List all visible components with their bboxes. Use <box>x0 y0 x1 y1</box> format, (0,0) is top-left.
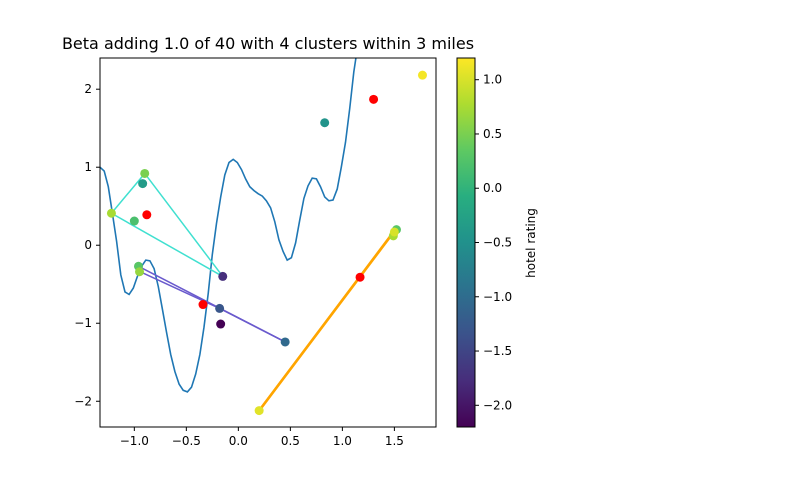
chart-title: Beta adding 1.0 of 40 with 4 clusters wi… <box>62 34 474 53</box>
data-point <box>140 168 150 178</box>
cluster-2-edge <box>218 307 286 343</box>
x-axis: −1.0 −0.5 0.0 0.5 1.0 1.5 <box>120 427 404 448</box>
y-tick-label: 1 <box>84 160 92 174</box>
x-tick-label: −1.0 <box>120 434 149 448</box>
y-tick-label: 0 <box>84 238 92 252</box>
data-point <box>135 267 145 277</box>
colorbar-tick-label: 0.0 <box>483 181 502 195</box>
colorbar-ticks: 1.0 0.5 0.0 −0.5 −1.0 −1.5 −2.0 <box>475 73 512 412</box>
x-tick-label: 1.5 <box>385 434 404 448</box>
y-tick-label: −2 <box>74 394 92 408</box>
colorbar-tick-label: −2.0 <box>483 398 512 412</box>
plot-area: −1.0 −0.5 0.0 0.5 1.0 1.5 −2 −1 0 1 2 <box>74 57 437 448</box>
data-point <box>369 94 379 104</box>
x-tick-label: 0.0 <box>229 434 248 448</box>
cluster-layer <box>110 172 396 412</box>
y-tick-label: −1 <box>74 316 92 330</box>
data-point <box>218 271 228 281</box>
curve-layer <box>100 58 357 393</box>
data-point <box>417 70 427 80</box>
colorbar-tick-label: −0.5 <box>483 236 512 250</box>
cluster-1-edge <box>110 172 146 214</box>
colorbar-tick-label: −1.5 <box>483 344 512 358</box>
cluster-1-edge <box>143 172 224 278</box>
cluster-1-edge <box>110 212 224 278</box>
data-point <box>198 300 208 310</box>
data-point <box>355 272 365 282</box>
colorbar-tick-label: −1.0 <box>483 290 512 304</box>
colorbar: 1.0 0.5 0.0 −0.5 −1.0 −1.5 −2.0 hotel rating <box>456 57 538 428</box>
plot-frame <box>99 57 437 428</box>
colorbar-gradient <box>456 57 476 428</box>
data-point <box>216 319 226 329</box>
x-tick-label: 0.5 <box>281 434 300 448</box>
data-point <box>215 303 225 313</box>
data-point <box>106 208 116 218</box>
data-point <box>254 406 264 416</box>
data-point <box>280 337 290 347</box>
data-point <box>389 227 399 237</box>
data-point <box>142 210 152 220</box>
y-axis: −2 −1 0 1 2 <box>74 82 100 408</box>
x-tick-label: −0.5 <box>172 434 201 448</box>
colorbar-label: hotel rating <box>524 208 538 278</box>
y-tick-label: 2 <box>84 82 92 96</box>
data-point <box>320 118 330 128</box>
colorbar-tick-label: 0.5 <box>483 127 502 141</box>
data-point <box>138 179 148 189</box>
colorbar-tick-label: 1.0 <box>483 73 502 87</box>
series-curve <box>100 58 357 393</box>
point-layer <box>106 70 427 416</box>
cluster-3-edge <box>257 232 394 412</box>
x-tick-label: 1.0 <box>333 434 352 448</box>
data-point <box>129 216 139 226</box>
